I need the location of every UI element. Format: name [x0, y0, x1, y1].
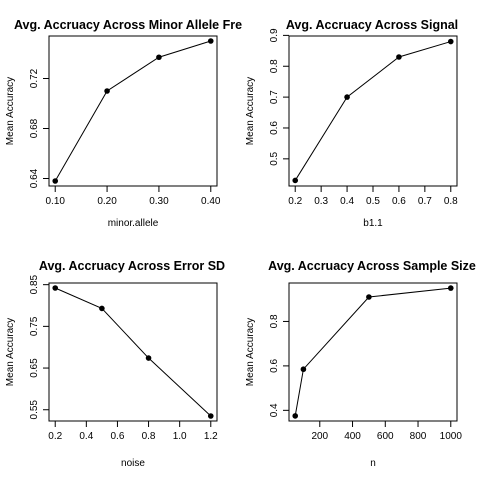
series-line [294, 41, 451, 181]
x-tick-label: 1.0 [173, 431, 187, 442]
series-line [294, 287, 451, 416]
data-point [156, 54, 162, 61]
x-axis-label: minor.allele [108, 218, 159, 229]
data-point [366, 294, 372, 300]
y-tick-label: 0.72 [29, 68, 40, 88]
data-point [207, 38, 214, 44]
x-axis-label: b1.1 [363, 218, 383, 229]
chart-title: Avg. Accruacy Across Sample Size [268, 259, 476, 273]
y-tick-label: 0.75 [29, 316, 40, 336]
x-tick-label: 0.7 [418, 196, 432, 207]
x-axis-label: noise [121, 458, 145, 469]
y-axis-label: Mean Accuracy [5, 77, 16, 145]
x-axis-label: n [370, 458, 376, 469]
y-tick-label: 0.8 [269, 314, 280, 328]
y-axis-label: Mean Accuracy [245, 77, 256, 145]
x-tick-label: 0.30 [149, 196, 169, 207]
data-point [145, 355, 152, 361]
y-tick-label: 0.7 [269, 90, 280, 104]
x-tick-label: 0.40 [201, 196, 221, 207]
chart-panel-1: Avg. Accruacy Across Minor Allele Fre min… [5, 18, 242, 229]
x-tick-label: 0.4 [79, 431, 93, 442]
y-tick-label: 0.6 [269, 121, 280, 135]
data-point [104, 88, 110, 94]
chart-title: Avg. Accruacy Across Minor Allele Fre [14, 18, 242, 32]
y-tick-label: 0.6 [269, 359, 280, 373]
data-point [447, 38, 454, 45]
y-tick-label: 0.5 [269, 151, 280, 165]
chart-panel-2: Avg. Accruacy Across Signal b1.1 Mean Accu… [245, 18, 458, 229]
chart-panel-3: Avg. Accruacy Across Error SD noise Mean A… [5, 259, 225, 469]
chart-title: Avg. Accruacy Across Error SD [39, 259, 225, 273]
x-tick-label: 0.20 [97, 196, 117, 207]
chart-panel-4: Avg. Accruacy Across Sample Size n Mean Ac… [245, 259, 476, 469]
series-line [55, 287, 212, 417]
data-point [396, 54, 402, 60]
plot-frame [288, 282, 458, 422]
chart-title: Avg. Accruacy Across Signal [286, 18, 458, 32]
x-tick-label: 0.6 [392, 196, 406, 207]
y-tick-label: 0.65 [29, 358, 40, 378]
data-point [99, 305, 105, 312]
x-tick-label: 0.4 [340, 196, 354, 207]
x-tick-label: 1.2 [204, 431, 218, 442]
series-line [54, 40, 211, 182]
x-tick-label: 400 [344, 431, 361, 442]
x-tick-label: 1000 [440, 431, 463, 442]
x-tick-label: 0.8 [444, 196, 458, 207]
x-tick-label: 0.2 [288, 196, 302, 207]
x-tick-label: 600 [377, 431, 394, 442]
y-axis-label: Mean Accuracy [5, 318, 16, 386]
y-tick-label: 0.85 [29, 275, 40, 295]
data-point [447, 285, 454, 291]
x-tick-label: 800 [410, 431, 427, 442]
data-point [344, 94, 350, 100]
x-tick-label: 200 [311, 431, 328, 442]
data-point [207, 413, 214, 419]
data-point [292, 413, 299, 419]
plot-frame [48, 282, 218, 422]
y-tick-label: 0.8 [269, 59, 280, 73]
x-tick-label: 0.2 [48, 431, 62, 442]
y-tick-label: 0.4 [269, 403, 280, 417]
data-point [52, 285, 59, 291]
plot-frame [288, 35, 458, 187]
x-tick-label: 0.8 [142, 431, 156, 442]
y-tick-label: 0.9 [269, 28, 280, 42]
y-axis-label: Mean Accuracy [245, 318, 256, 386]
data-point [292, 177, 299, 184]
y-tick-label: 0.55 [29, 400, 40, 420]
data-point [300, 366, 307, 373]
x-tick-label: 0.10 [45, 196, 65, 207]
x-tick-label: 0.6 [110, 431, 124, 442]
x-tick-label: 0.5 [366, 196, 380, 207]
plot-frame [48, 35, 218, 187]
y-tick-label: 0.68 [29, 118, 40, 138]
y-tick-label: 0.64 [29, 168, 40, 188]
x-tick-label: 0.3 [314, 196, 328, 207]
data-point [52, 178, 59, 184]
